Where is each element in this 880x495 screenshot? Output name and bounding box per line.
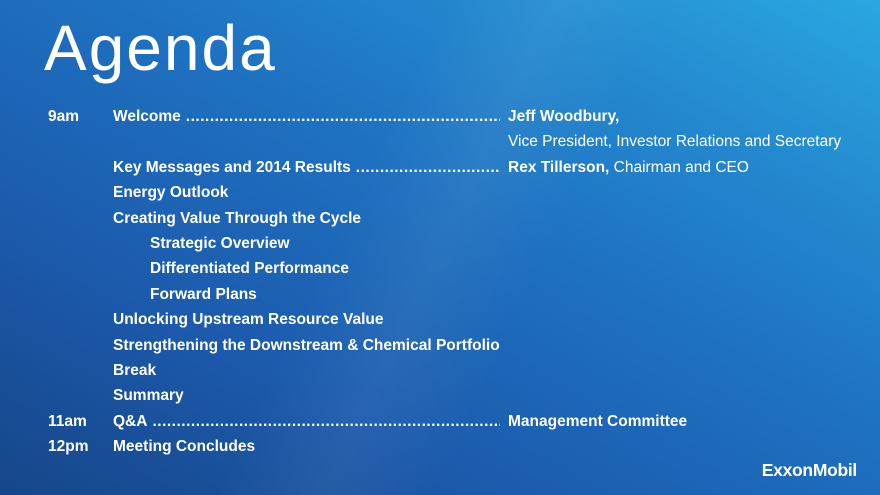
- time-label: 12pm: [48, 438, 89, 456]
- agenda-row: Creating Value Through the Cycle: [48, 206, 864, 231]
- agenda-item: Key Messages and 2014 Results ..........…: [113, 155, 508, 180]
- speaker: Vice President, Investor Relations and S…: [508, 129, 864, 154]
- speaker: Jeff Woodbury,: [508, 104, 864, 129]
- agenda-item: Strategic Overview: [113, 231, 508, 256]
- agenda-row: Unlocking Upstream Resource Value: [48, 307, 864, 332]
- exxonmobil-logo: ExxonMobil: [761, 460, 858, 480]
- time-label: 11am: [48, 412, 87, 430]
- item-label: Strengthening the Downstream & Chemical …: [113, 336, 500, 354]
- speaker: Rex Tillerson, Chairman and CEO: [508, 155, 864, 180]
- item-label: Forward Plans: [150, 285, 257, 303]
- agenda-row: Forward Plans: [48, 282, 864, 307]
- agenda-row: Differentiated Performance: [48, 256, 864, 281]
- agenda-row: Key Messages and 2014 Results ..........…: [48, 155, 864, 180]
- speaker: Management Committee: [508, 409, 864, 434]
- item-label: Strategic Overview: [150, 234, 290, 252]
- agenda-item: Unlocking Upstream Resource Value: [113, 307, 508, 332]
- agenda-row: 12pm Meeting Concludes: [48, 434, 864, 459]
- agenda-item: Break: [113, 358, 508, 383]
- item-label: Break: [113, 361, 157, 379]
- item-label: Meeting Concludes: [113, 438, 256, 456]
- time-label: 9am: [48, 108, 80, 125]
- speaker-title: Chairman and CEO: [609, 158, 749, 176]
- agenda-item: Q&A ....................................…: [113, 409, 508, 434]
- item-label: Unlocking Upstream Resource Value: [113, 311, 384, 329]
- leader-dots: ........................................…: [355, 158, 500, 176]
- item-label: Creating Value Through the Cycle: [113, 209, 362, 227]
- agenda-row: Summary: [48, 383, 864, 408]
- leader-dots: ........................................…: [152, 412, 500, 430]
- agenda-row: Break: [48, 358, 864, 383]
- agenda-row: 9am Welcome ............................…: [48, 104, 864, 129]
- agenda-item: Energy Outlook: [113, 180, 508, 205]
- leader-dots: ........................................…: [185, 108, 500, 125]
- item-label: Energy Outlook: [113, 184, 229, 202]
- agenda-row: Energy Outlook: [48, 180, 864, 205]
- agenda-row: 11am Q&A ...............................…: [48, 409, 864, 434]
- agenda-item: Strengthening the Downstream & Chemical …: [113, 333, 508, 358]
- agenda-item: Creating Value Through the Cycle: [113, 206, 508, 231]
- speaker-name: Rex Tillerson,: [508, 158, 610, 176]
- agenda-row: Vice President, Investor Relations and S…: [48, 129, 864, 154]
- item-label: Summary: [113, 387, 184, 405]
- slide-title: Agenda: [44, 12, 277, 84]
- agenda-list: 9am Welcome ............................…: [48, 104, 864, 459]
- item-label: Differentiated Performance: [150, 260, 349, 278]
- speaker-title: Vice President, Investor Relations and S…: [508, 133, 842, 151]
- speaker-name: Management Committee: [508, 412, 688, 430]
- item-label: Welcome: [113, 108, 181, 125]
- agenda-row: Strengthening the Downstream & Chemical …: [48, 333, 864, 358]
- agenda-item: Welcome ................................…: [113, 104, 508, 129]
- agenda-item: Forward Plans: [113, 282, 508, 307]
- item-label: Key Messages and 2014 Results: [113, 158, 351, 176]
- agenda-item: Summary: [113, 383, 508, 408]
- item-label: Q&A: [113, 412, 148, 430]
- speaker-name: Jeff Woodbury,: [508, 108, 620, 125]
- agenda-row: Strategic Overview: [48, 231, 864, 256]
- agenda-item: Meeting Concludes: [113, 434, 508, 459]
- agenda-item: Differentiated Performance: [113, 256, 508, 281]
